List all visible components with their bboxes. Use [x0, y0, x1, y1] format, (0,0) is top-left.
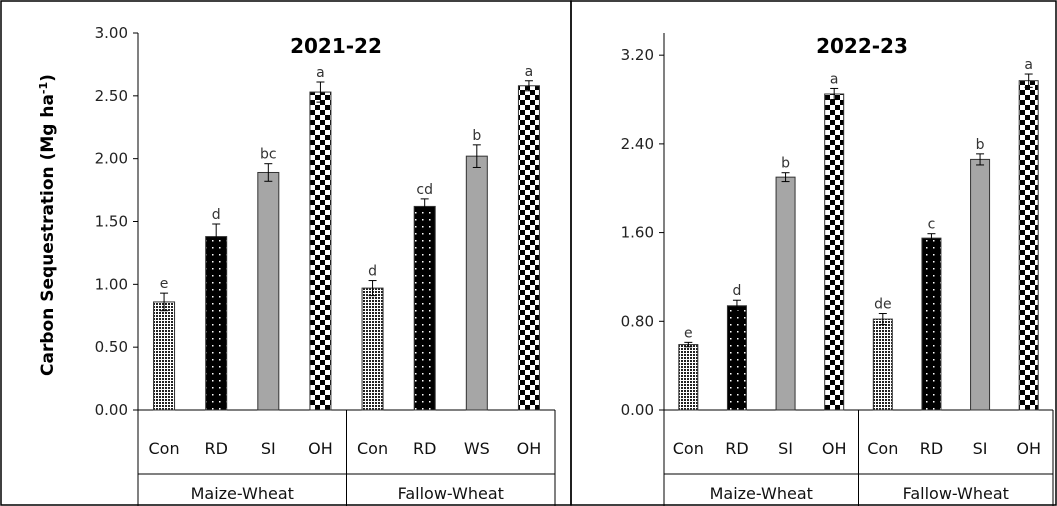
x-group-label: Maize-Wheat	[710, 484, 813, 503]
bar	[824, 93, 845, 411]
significance-letter: a	[1024, 57, 1033, 73]
x-category-label: RD	[204, 439, 227, 458]
significance-letter: cd	[416, 182, 433, 198]
significance-letter: b	[472, 128, 481, 144]
bar	[257, 171, 280, 411]
bar	[678, 344, 699, 411]
significance-letter: b	[976, 137, 985, 153]
bar	[205, 236, 228, 411]
x-category-label: WS	[464, 439, 490, 458]
significance-letter: d	[368, 264, 377, 280]
x-group-label: Fallow-Wheat	[398, 484, 504, 503]
panel-1-title: 2022-23	[816, 34, 908, 58]
bar	[361, 287, 384, 411]
x-category-label: OH	[822, 439, 847, 458]
x-group-label: Maize-Wheat	[191, 484, 294, 503]
x-group-label: Fallow-Wheat	[903, 484, 1009, 503]
y-tick-label: 1.50	[95, 213, 128, 231]
bar	[465, 155, 488, 411]
significance-letter: a	[316, 65, 325, 81]
significance-letter: de	[874, 297, 892, 313]
y-axis-label: Carbon Sequestration (Mg ha-1)	[37, 74, 59, 376]
bar	[775, 176, 796, 411]
bar	[413, 205, 436, 411]
x-category-label: OH	[517, 439, 542, 458]
x-category-label: OH	[1016, 439, 1041, 458]
chart-2022-23: 0.00 0.80 1.60 2.40 3.20 e Con d RD b SI a OH Maize-W…	[621, 33, 1054, 506]
x-category-label: RD	[920, 439, 943, 458]
significance-letter: e	[160, 276, 169, 292]
y-tick-label: 0.50	[95, 338, 128, 356]
x-category-label: Con	[673, 439, 704, 458]
significance-letter: b	[781, 156, 790, 172]
significance-letter: d	[212, 207, 221, 223]
x-category-label: Con	[867, 439, 898, 458]
x-category-label: Con	[149, 439, 180, 458]
bar	[1018, 80, 1039, 411]
y-tick-label: 0.80	[621, 312, 654, 330]
y-tick-label: 3.20	[621, 46, 654, 64]
y-tick-label: 0.00	[95, 401, 128, 419]
bar	[970, 158, 991, 411]
x-category-label: SI	[973, 439, 988, 458]
chart-2021-22: 0.00 0.50 1.00 1.50 2.00 2.50 3.00 e Con d RD bc SI a…	[95, 24, 556, 506]
y-tick-label: 1.00	[95, 275, 128, 293]
bar	[309, 91, 332, 411]
x-category-label: Con	[357, 439, 388, 458]
bar	[153, 301, 176, 411]
panel-0-title: 2021-22	[290, 34, 382, 58]
y-tick-label: 2.00	[95, 150, 128, 168]
y-tick-label: 3.00	[95, 24, 128, 42]
bar	[517, 85, 540, 411]
significance-letter: c	[928, 217, 936, 233]
y-axis-label-close: )	[38, 74, 58, 82]
significance-letter: d	[732, 283, 741, 299]
x-category-label: SI	[261, 439, 276, 458]
x-category-label: OH	[308, 439, 333, 458]
significance-letter: bc	[260, 147, 277, 163]
x-category-label: RD	[725, 439, 748, 458]
y-tick-label: 2.40	[621, 135, 654, 153]
y-axis-label-superscript: -1	[37, 82, 50, 94]
y-tick-label: 2.50	[95, 87, 128, 105]
y-tick-label: 1.60	[621, 224, 654, 242]
bar	[921, 237, 942, 411]
x-category-label: RD	[413, 439, 436, 458]
bar	[726, 305, 747, 411]
bar	[872, 318, 893, 411]
panel-right-border	[570, 0, 1057, 506]
significance-letter: a	[525, 64, 534, 80]
significance-letter: a	[830, 71, 839, 87]
x-category-label: SI	[778, 439, 793, 458]
y-tick-label: 0.00	[621, 401, 654, 419]
significance-letter: e	[684, 325, 693, 341]
